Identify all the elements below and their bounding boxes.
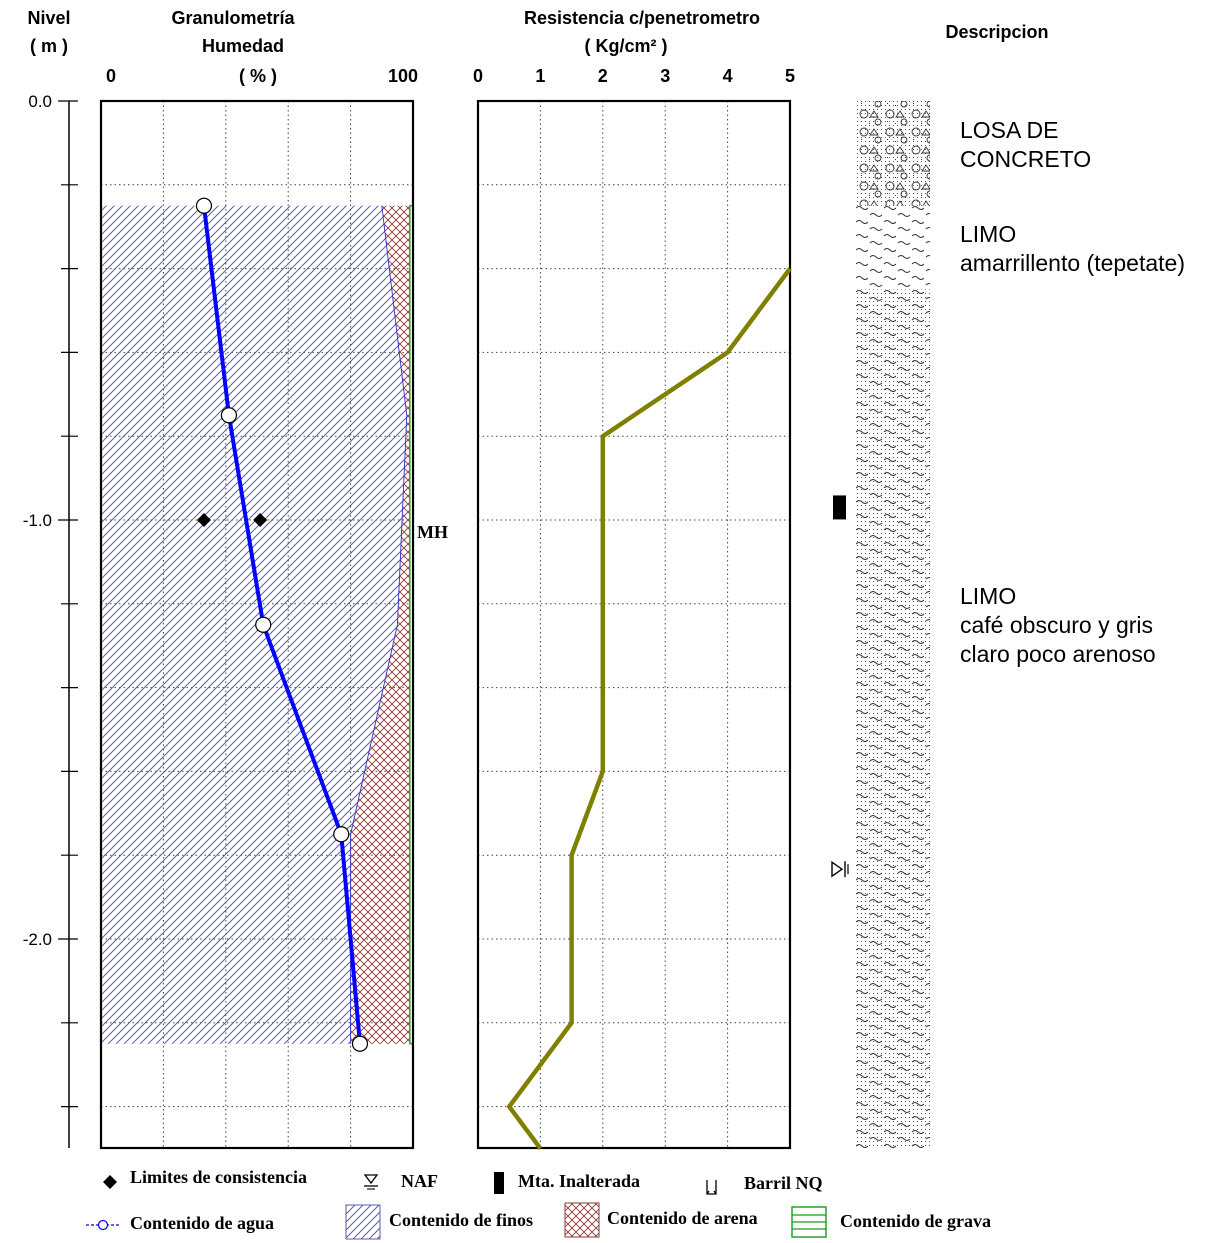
- granulometria-header: Granulometría: [171, 8, 295, 28]
- stratum-limo: [856, 206, 930, 290]
- penetrometer-frame: [478, 101, 790, 1148]
- water-content-point: [256, 617, 271, 632]
- stratum-description-line: café obscuro y gris: [960, 612, 1153, 638]
- stratum-description-line: LIMO: [960, 583, 1016, 609]
- stratum-description-line: LOSA DE: [960, 117, 1058, 143]
- legend-finos-label: Contenido de finos: [389, 1210, 533, 1230]
- legend-naf-triangle: [365, 1175, 377, 1183]
- legend-limites-label: Limites de consistencia: [130, 1167, 307, 1187]
- water-content-point: [334, 827, 349, 842]
- resistencia-unit: ( Kg/cm² ): [585, 36, 668, 56]
- percent-label: ( % ): [239, 66, 277, 86]
- depth-axis: 0.0 -1.0 -2.0: [23, 92, 78, 1148]
- resistencia-tick-label: 5: [785, 66, 795, 86]
- resistencia-tick-label: 3: [660, 66, 670, 86]
- legend: Limites de consistencia NAF Mta. Inalterad…: [86, 1167, 991, 1239]
- legend-naf-label: NAF: [401, 1171, 438, 1191]
- resistencia-tick-label: 2: [598, 66, 608, 86]
- resistencia-header: Resistencia c/penetrometro: [524, 8, 760, 28]
- penetrometer-panel: 0 1 2 3 4 5: [473, 66, 795, 1149]
- legend-mta-label: Mta. Inalterada: [518, 1171, 640, 1191]
- resistencia-tick-label: 1: [535, 66, 545, 86]
- stratum-concrete: [856, 101, 930, 206]
- legend-agua-label: Contenido de agua: [130, 1213, 274, 1233]
- legend-agua-symbol: [99, 1221, 108, 1230]
- water-content-point: [221, 408, 236, 423]
- humedad-header: Humedad: [202, 36, 284, 56]
- depth-tick-label: 0.0: [28, 92, 52, 111]
- strata-column: LOSA DE CONCRETO LIMO amarrillento (tepetat…: [832, 101, 1185, 1148]
- resistencia-tick-label: 0: [473, 66, 483, 86]
- legend-barril-symbol: [707, 1180, 716, 1194]
- penetrometer-line: [509, 269, 790, 1149]
- legend-arena-symbol: [565, 1203, 599, 1237]
- legend-grava-symbol: [792, 1207, 826, 1237]
- legend-barril-label: Barril NQ: [744, 1173, 823, 1193]
- water-content-point: [196, 198, 211, 213]
- depth-tick-label: -2.0: [23, 930, 52, 949]
- legend-naf-symbol: [364, 1175, 378, 1189]
- percent-tick-label: 0: [106, 66, 116, 86]
- stratum-description-line: claro poco arenoso: [960, 641, 1156, 667]
- depth-tick-label: -1.0: [23, 511, 52, 530]
- stratum-description-line: amarrillento (tepetate): [960, 250, 1185, 276]
- legend-grava-label: Contenido de grava: [840, 1211, 991, 1231]
- stratum-limo-arenoso: [856, 290, 930, 1148]
- percent-tick-label: 100: [388, 66, 418, 86]
- stratum-description-line: CONCRETO: [960, 146, 1091, 172]
- nivel-header: Nivel: [27, 8, 70, 28]
- legend-mta-symbol: [494, 1172, 504, 1194]
- legend-arena-label: Contenido de arena: [607, 1208, 758, 1228]
- legend-limites-symbol: [103, 1175, 117, 1189]
- naf-marker: [832, 861, 848, 877]
- uscs-classification-label: MH: [417, 522, 448, 542]
- undisturbed-sample-marker: [833, 495, 846, 519]
- resistencia-tick-label: 4: [723, 66, 733, 86]
- naf-marker-triangle: [832, 862, 842, 876]
- nivel-unit: ( m ): [30, 36, 68, 56]
- stratum-description-line: LIMO: [960, 221, 1016, 247]
- descripcion-header: Descripcion: [945, 22, 1048, 42]
- legend-finos-symbol: [346, 1205, 380, 1239]
- water-content-point: [352, 1036, 367, 1051]
- granulometria-panel: 0 100 MH: [101, 66, 448, 1148]
